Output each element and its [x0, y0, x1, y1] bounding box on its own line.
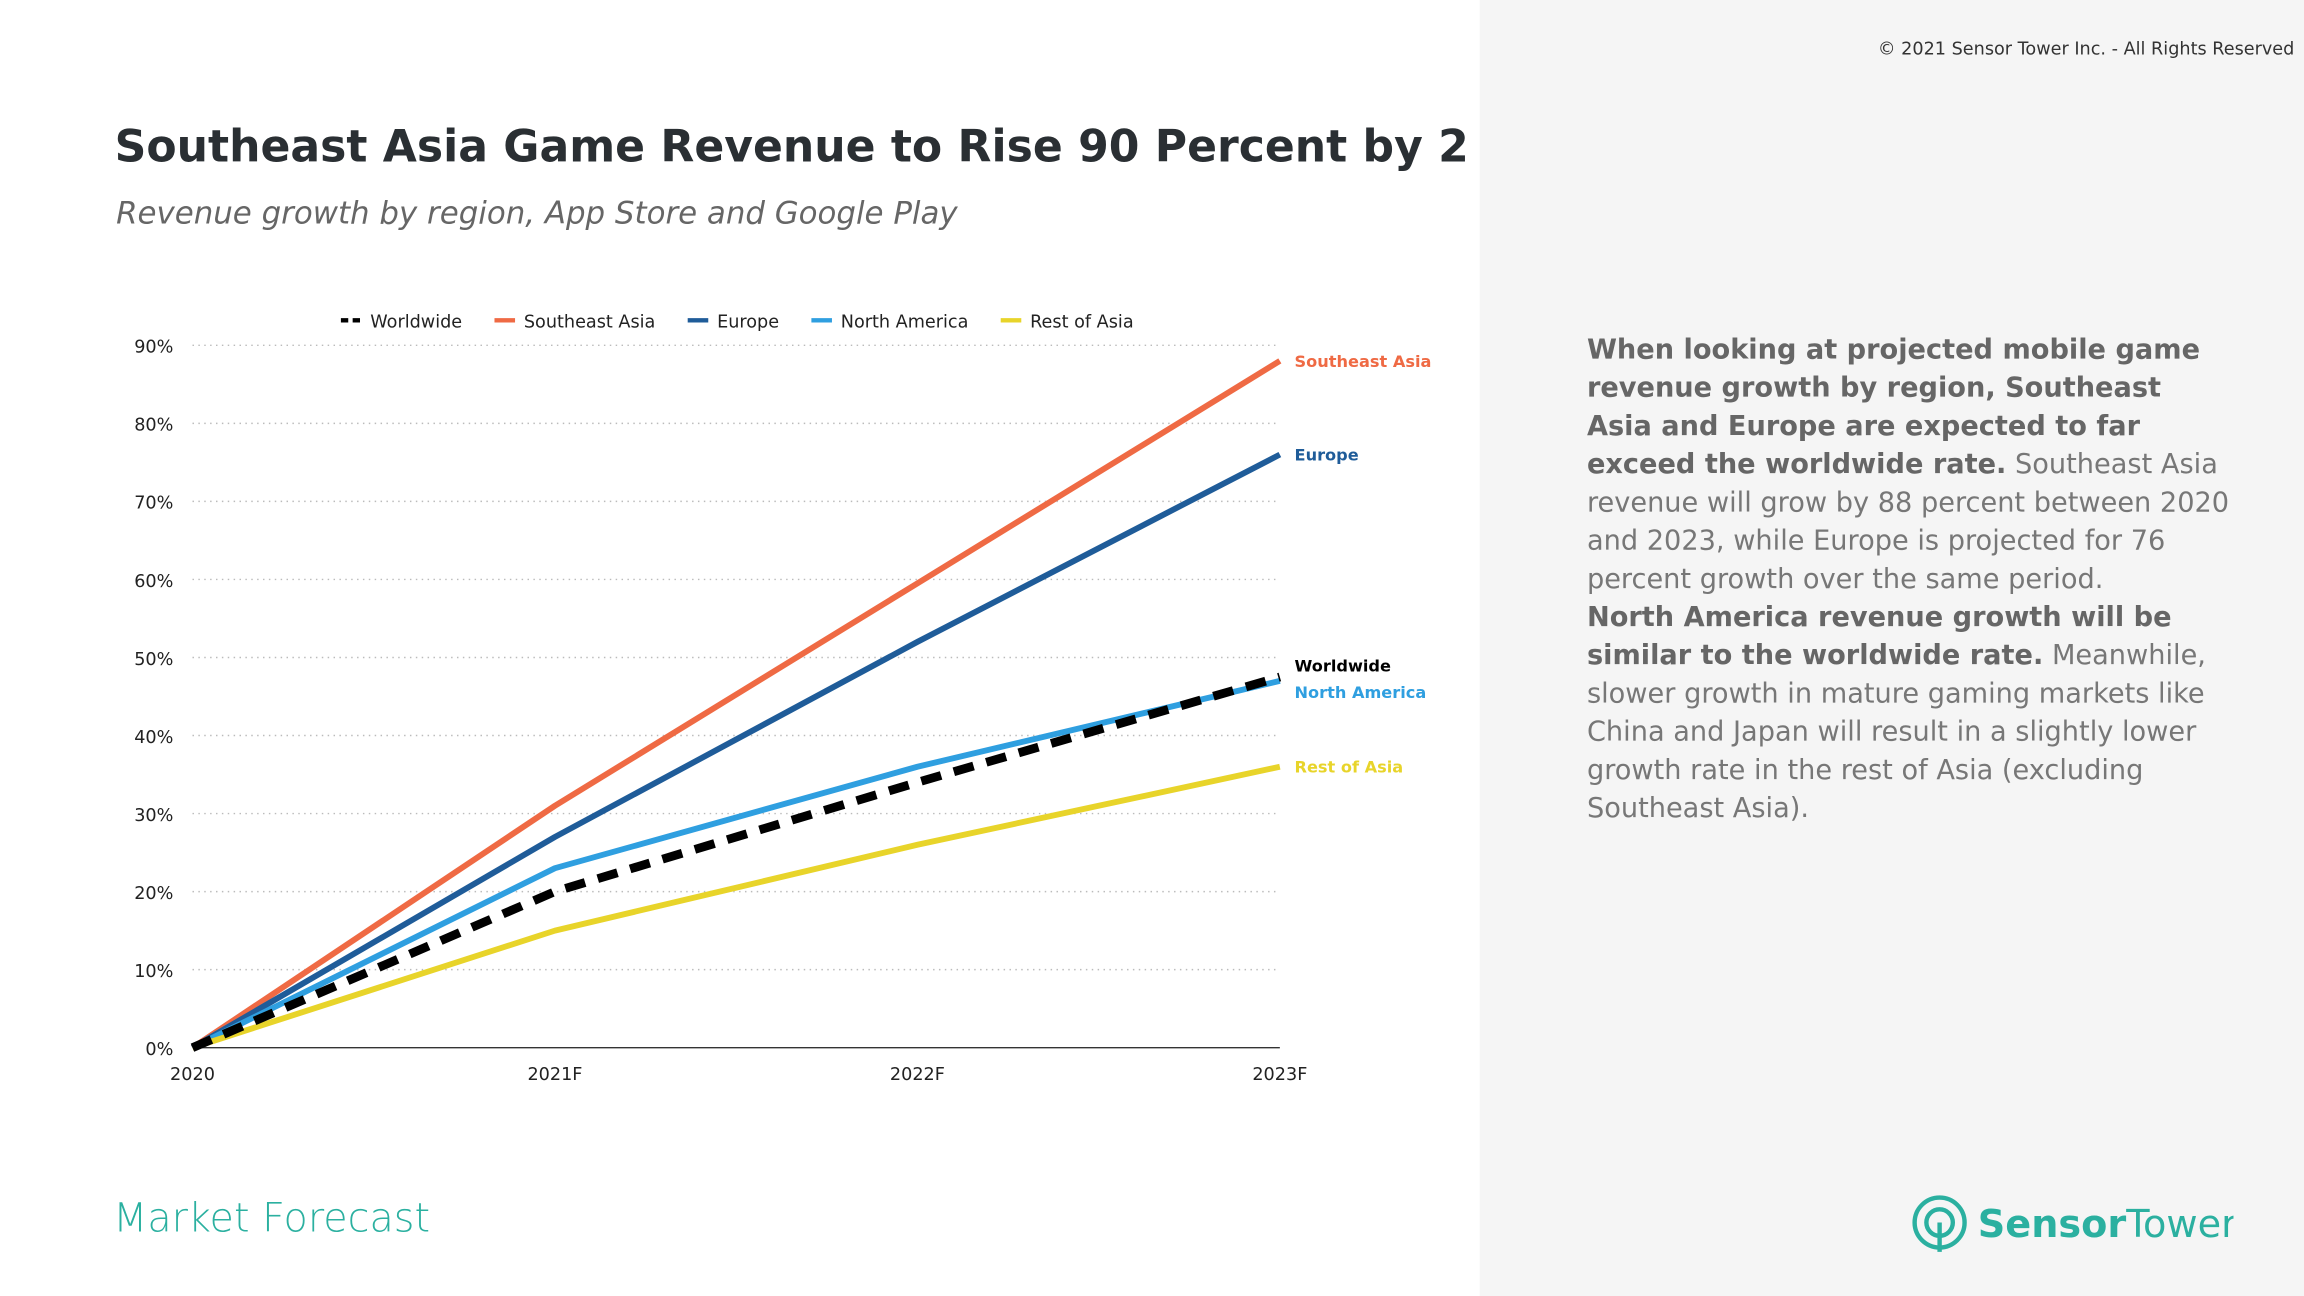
y-tick-label: 70% [134, 494, 173, 514]
commentary: North America revenue growth will be sim… [1587, 600, 2234, 829]
brand-logo: SensorTower [1912, 1195, 2234, 1252]
y-tick-label: 80% [134, 416, 173, 436]
y-tick-label: 30% [134, 806, 173, 826]
brand-part: Sensor [1978, 1203, 2127, 1247]
legend-label: Worldwide [370, 313, 462, 333]
series-line [191, 763, 1281, 1051]
side-panel [1479, 0, 2304, 1296]
series-line [191, 451, 1282, 1051]
legend-label: Rest of Asia [1030, 313, 1134, 333]
commentary: When looking at projected mobile game re… [1587, 332, 2234, 599]
legend-label: North America [841, 313, 969, 333]
commentary-bold: North America revenue growth will be sim… [1586, 602, 2172, 672]
y-tick-label: 50% [134, 650, 173, 670]
y-tick-label: 60% [134, 572, 173, 592]
end-label: Southeast Asia [1295, 352, 1432, 371]
legend-label: Europe [717, 313, 779, 333]
x-tick-label: 2021F [527, 1065, 582, 1085]
commentary-text: Southeast Asia revenue will grow by 88 p… [1586, 449, 2230, 596]
x-tick-label: 2020 [170, 1065, 215, 1085]
end-label: Worldwide [1295, 657, 1391, 676]
copyright: © 2021 Sensor Tower Inc. - All Rights Re… [1877, 38, 2295, 59]
end-label: Rest of Asia [1295, 758, 1404, 777]
brand-part: Tower [2125, 1203, 2233, 1247]
y-tick-label: 90% [134, 338, 173, 358]
chart-subtitle: Revenue growth by region, App Store and … [116, 195, 958, 231]
chart: Southeast Asia Game Revenue to Rise 90 P… [115, 122, 1470, 1085]
end-label: North America [1295, 683, 1427, 702]
series-line [190, 358, 1282, 1051]
commentary-bold: When looking at projected mobile game re… [1586, 335, 2201, 481]
series-line [191, 678, 1281, 1051]
y-tick-label: 0% [145, 1040, 173, 1060]
y-tick-label: 40% [134, 728, 173, 748]
end-label: Europe [1295, 445, 1359, 464]
footer-label: Market Forecast [113, 1196, 431, 1242]
legend-label: Southeast Asia [524, 313, 656, 333]
x-tick-label: 2023F [1252, 1065, 1307, 1085]
y-tick-label: 10% [134, 962, 173, 982]
series-line [190, 672, 1282, 1052]
y-tick-label: 20% [134, 884, 173, 904]
commentary-text: Meanwhile, slower growth in mature gamin… [1586, 640, 2206, 825]
x-tick-label: 2022F [890, 1065, 945, 1085]
brand-name: SensorTower [1978, 1203, 2234, 1247]
chart-title: Southeast Asia Game Revenue to Rise 90 P… [115, 122, 1470, 173]
